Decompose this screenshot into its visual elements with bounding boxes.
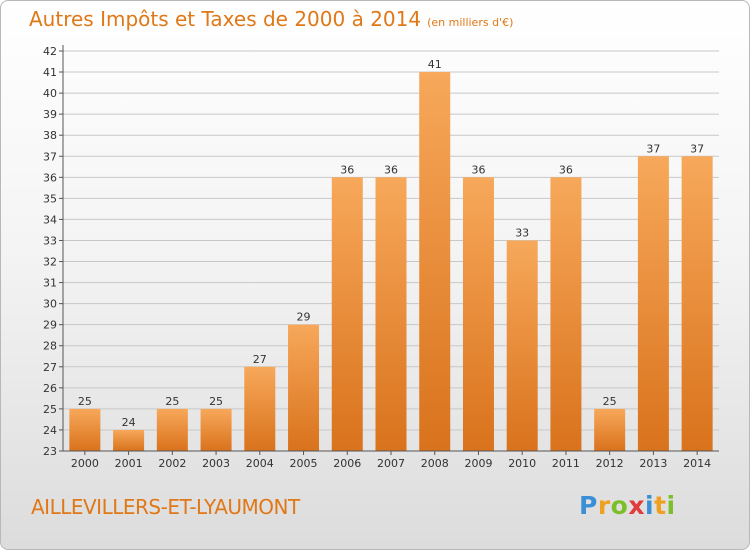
y-tick-label: 33 — [43, 234, 57, 247]
bar — [69, 408, 101, 451]
y-tick-label: 29 — [43, 319, 57, 332]
x-tick-label: 2003 — [202, 457, 230, 470]
data-label: 25 — [603, 395, 617, 408]
logo-letter: o — [610, 491, 629, 520]
bar — [550, 177, 582, 451]
bar — [462, 177, 494, 451]
x-tick-label: 2001 — [115, 457, 143, 470]
x-tick-label: 2007 — [377, 457, 405, 470]
y-tick-label: 42 — [43, 45, 57, 58]
bar — [156, 408, 188, 451]
commune-name: AILLEVILLERS-ET-LYAUMONT — [31, 495, 300, 519]
data-label: 36 — [471, 163, 485, 176]
data-label: 33 — [515, 226, 529, 239]
y-tick-label: 24 — [43, 424, 57, 437]
data-label: 36 — [340, 163, 354, 176]
logo-letter: t — [654, 491, 667, 520]
x-tick-label: 2012 — [596, 457, 624, 470]
logo-letter: P — [579, 491, 598, 520]
proxiti-logo: Proxiti — [579, 491, 676, 520]
bar — [200, 408, 232, 451]
x-tick-label: 2004 — [246, 457, 274, 470]
x-tick-label: 2000 — [71, 457, 99, 470]
y-tick-label: 37 — [43, 150, 57, 163]
data-label: 41 — [428, 58, 442, 71]
y-tick-label: 26 — [43, 382, 57, 395]
y-tick-label: 32 — [43, 256, 57, 269]
y-tick-label: 36 — [43, 171, 57, 184]
y-tick-label: 41 — [43, 66, 57, 79]
x-tick-label: 2013 — [639, 457, 667, 470]
data-label: 37 — [646, 142, 660, 155]
bar — [419, 72, 451, 451]
bar — [288, 324, 320, 451]
x-tick-label: 2014 — [683, 457, 711, 470]
data-label: 29 — [297, 311, 311, 324]
bar — [375, 177, 407, 451]
data-label: 25 — [78, 395, 92, 408]
x-tick-label: 2011 — [552, 457, 580, 470]
data-label: 37 — [690, 142, 704, 155]
bar — [506, 240, 538, 451]
y-tick-label: 38 — [43, 129, 57, 142]
bar — [594, 408, 626, 451]
chart-title: Autres Impôts et Taxes de 2000 à 2014 (en… — [29, 7, 513, 31]
x-tick-label: 2005 — [290, 457, 318, 470]
data-label: 27 — [253, 353, 267, 366]
y-tick-label: 34 — [43, 213, 57, 226]
logo-letter: i — [666, 491, 676, 520]
y-tick-label: 30 — [43, 298, 57, 311]
y-tick-label: 39 — [43, 108, 57, 121]
logo-letter: i — [645, 491, 655, 520]
data-label: 36 — [559, 163, 573, 176]
y-tick-label: 23 — [43, 445, 57, 458]
data-label: 36 — [384, 163, 398, 176]
logo-letter: r — [597, 491, 611, 520]
data-label: 25 — [165, 395, 179, 408]
x-tick-label: 2008 — [421, 457, 449, 470]
x-tick-label: 2002 — [158, 457, 186, 470]
y-tick-label: 28 — [43, 340, 57, 353]
logo-letter: x — [628, 491, 645, 520]
data-label: 24 — [122, 416, 136, 429]
bar — [244, 366, 276, 451]
x-tick-label: 2010 — [508, 457, 536, 470]
y-tick-label: 27 — [43, 361, 57, 374]
bar — [331, 177, 363, 451]
bar — [681, 156, 713, 451]
chart-unit: (en milliers d'€) — [427, 16, 514, 29]
y-tick-label: 25 — [43, 403, 57, 416]
bar — [113, 429, 145, 451]
y-tick-label: 40 — [43, 87, 57, 100]
data-label: 25 — [209, 395, 223, 408]
chart-title-text: Autres Impôts et Taxes de 2000 à 2014 — [29, 7, 422, 31]
y-tick-label: 31 — [43, 277, 57, 290]
x-tick-label: 2006 — [333, 457, 361, 470]
bar — [637, 156, 669, 451]
y-tick-label: 35 — [43, 192, 57, 205]
x-tick-label: 2009 — [464, 457, 492, 470]
